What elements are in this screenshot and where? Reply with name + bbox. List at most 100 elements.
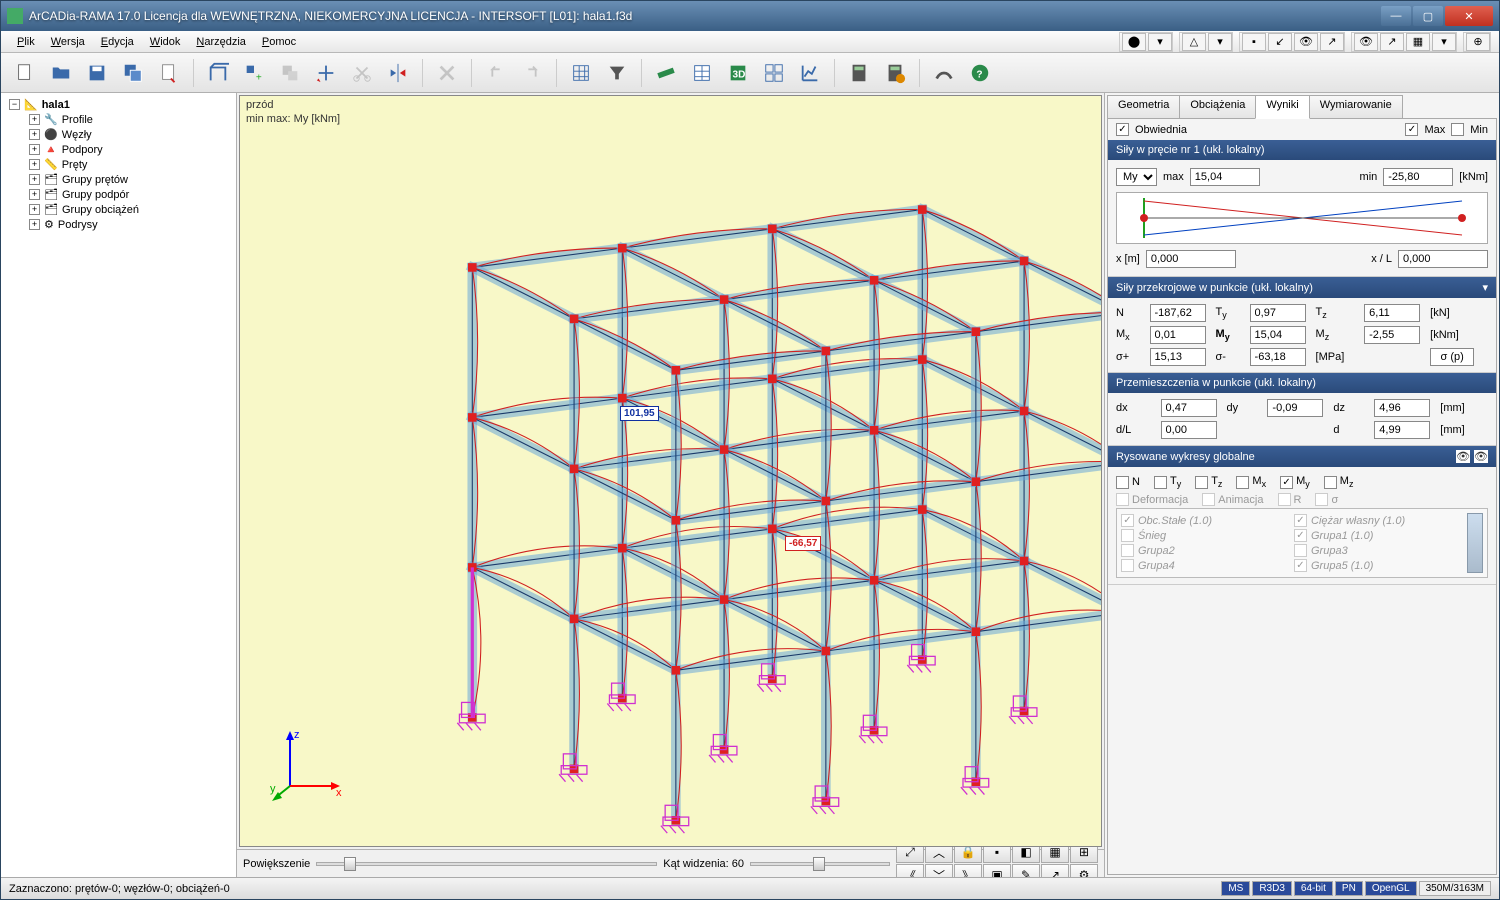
angle-slider[interactable]	[750, 862, 890, 866]
check-Ty[interactable]	[1154, 476, 1167, 489]
d-value[interactable]	[1374, 421, 1430, 439]
sigmam-value[interactable]	[1250, 348, 1306, 366]
nav-left[interactable]: 《	[896, 864, 924, 877]
tree-item-podpory[interactable]: +🔺Podpory	[5, 142, 232, 157]
tool-saveas[interactable]	[117, 57, 149, 89]
menu-edit[interactable]: Edycja	[93, 34, 142, 50]
tab-loads[interactable]: Obciążenia	[1179, 95, 1256, 119]
menubar-btn-9[interactable]: 👁	[1354, 33, 1378, 51]
menubar-btn-2[interactable]: ▾	[1148, 33, 1172, 51]
tz-value[interactable]	[1364, 304, 1420, 322]
tree-item-grupy podpór[interactable]: +🗂Grupy podpór	[5, 187, 232, 202]
menubar-btn-3[interactable]: △	[1182, 33, 1206, 51]
max-checkbox[interactable]: ✓	[1405, 123, 1418, 136]
sigma-button[interactable]: σ (p)	[1430, 348, 1474, 366]
tool-mirror[interactable]	[382, 57, 414, 89]
eye-button-1[interactable]: 👁	[1456, 450, 1470, 463]
max-value[interactable]	[1190, 168, 1260, 186]
tool-open[interactable]	[45, 57, 77, 89]
expand-icon[interactable]: +	[29, 189, 40, 200]
tool-undo[interactable]	[480, 57, 512, 89]
minimize-button[interactable]: —	[1381, 6, 1411, 26]
tree-item-pręty[interactable]: +📏Pręty	[5, 157, 232, 172]
min-checkbox[interactable]	[1451, 123, 1464, 136]
mx-value[interactable]	[1150, 326, 1206, 344]
nav-right[interactable]: 》	[954, 864, 982, 877]
expand-icon[interactable]: +	[29, 159, 40, 170]
check-Tz[interactable]	[1195, 476, 1208, 489]
tool-chart[interactable]	[794, 57, 826, 89]
x-position[interactable]	[1146, 250, 1236, 268]
tool-delete[interactable]	[431, 57, 463, 89]
expand-icon[interactable]: +	[29, 129, 40, 140]
project-tree[interactable]: − 📐 hala1 +🔧Profile+⚫Węzły+🔺Podpory+📏Prę…	[1, 93, 237, 877]
3d-viewport[interactable]: przód min max: My [kNm]	[239, 95, 1102, 847]
envelope-checkbox[interactable]: ✓	[1116, 123, 1129, 136]
menu-view[interactable]: Widok	[142, 34, 189, 50]
check-My[interactable]: ✓	[1280, 476, 1293, 489]
check-Mx[interactable]	[1236, 476, 1249, 489]
menubar-btn-8[interactable]: ↗	[1320, 33, 1344, 51]
nav-m2[interactable]: ✎	[1012, 864, 1040, 877]
tree-item-grupy obciążeń[interactable]: +🗂Grupy obciążeń	[5, 202, 232, 217]
n-value[interactable]	[1150, 304, 1206, 322]
min-value[interactable]	[1383, 168, 1453, 186]
nav-m3[interactable]: ↗	[1041, 864, 1069, 877]
collapse-icon[interactable]: −	[9, 99, 20, 110]
menubar-btn-1[interactable]: ⬤	[1122, 33, 1146, 51]
mz-value[interactable]	[1364, 326, 1420, 344]
close-button[interactable]: ✕	[1445, 6, 1493, 26]
menu-version[interactable]: Wersja	[43, 34, 93, 50]
tree-root[interactable]: − 📐 hala1	[5, 97, 232, 112]
tool-redo[interactable]	[516, 57, 548, 89]
menu-help[interactable]: Pomoc	[254, 34, 304, 50]
tool-report[interactable]	[153, 57, 185, 89]
expand-icon[interactable]: +	[29, 219, 40, 230]
dz-value[interactable]	[1374, 399, 1430, 417]
menubar-btn-7[interactable]: 👁	[1294, 33, 1318, 51]
menu-tools[interactable]: Narzędzia	[188, 34, 254, 50]
tool-cut[interactable]	[346, 57, 378, 89]
tree-item-grupy prętów[interactable]: +🗂Grupy prętów	[5, 172, 232, 187]
expand-icon[interactable]: +	[29, 114, 40, 125]
check-N[interactable]	[1116, 476, 1129, 489]
my-value[interactable]	[1250, 326, 1306, 344]
tree-item-podrysy[interactable]: +⚙Podrysy	[5, 217, 232, 232]
eye-button-2[interactable]: 👁	[1474, 450, 1488, 463]
menubar-btn-10[interactable]: ↗	[1380, 33, 1404, 51]
expand-icon[interactable]: +	[29, 144, 40, 155]
zoom-slider[interactable]	[316, 862, 657, 866]
menubar-btn-13[interactable]: ⊕	[1466, 33, 1490, 51]
menubar-btn-12[interactable]: ▾	[1432, 33, 1456, 51]
tool-filter[interactable]	[601, 57, 633, 89]
tool-views[interactable]	[758, 57, 790, 89]
menubar-btn-5[interactable]: ▪	[1242, 33, 1266, 51]
tab-geometry[interactable]: Geometria	[1107, 95, 1180, 119]
menubar-btn-11[interactable]: ▦	[1406, 33, 1430, 51]
tree-item-profile[interactable]: +🔧Profile	[5, 112, 232, 127]
dl-value[interactable]	[1161, 421, 1217, 439]
dx-value[interactable]	[1161, 399, 1217, 417]
tool-settings[interactable]	[928, 57, 960, 89]
tool-save[interactable]	[81, 57, 113, 89]
tool-3d[interactable]: 3D	[722, 57, 754, 89]
sigmap-value[interactable]	[1150, 348, 1206, 366]
xl-ratio[interactable]	[1398, 250, 1488, 268]
tool-table[interactable]	[686, 57, 718, 89]
nav-m1[interactable]: ▣	[983, 864, 1011, 877]
scrollbar[interactable]	[1467, 513, 1483, 573]
dy-value[interactable]	[1267, 399, 1323, 417]
tree-item-węzły[interactable]: +⚫Węzły	[5, 127, 232, 142]
dropdown-icon[interactable]: ▾	[1482, 281, 1488, 294]
tool-calc2[interactable]	[879, 57, 911, 89]
expand-icon[interactable]: +	[29, 204, 40, 215]
component-select[interactable]: My	[1116, 168, 1157, 186]
expand-icon[interactable]: +	[29, 174, 40, 185]
tool-grid[interactable]	[565, 57, 597, 89]
nav-m4[interactable]: ⚙	[1070, 864, 1098, 877]
menu-file[interactable]: Plik	[9, 34, 43, 50]
tool-node-add[interactable]: +	[238, 57, 270, 89]
tab-results[interactable]: Wyniki	[1255, 95, 1309, 119]
tool-move[interactable]	[310, 57, 342, 89]
menubar-btn-6[interactable]: ↙	[1268, 33, 1292, 51]
